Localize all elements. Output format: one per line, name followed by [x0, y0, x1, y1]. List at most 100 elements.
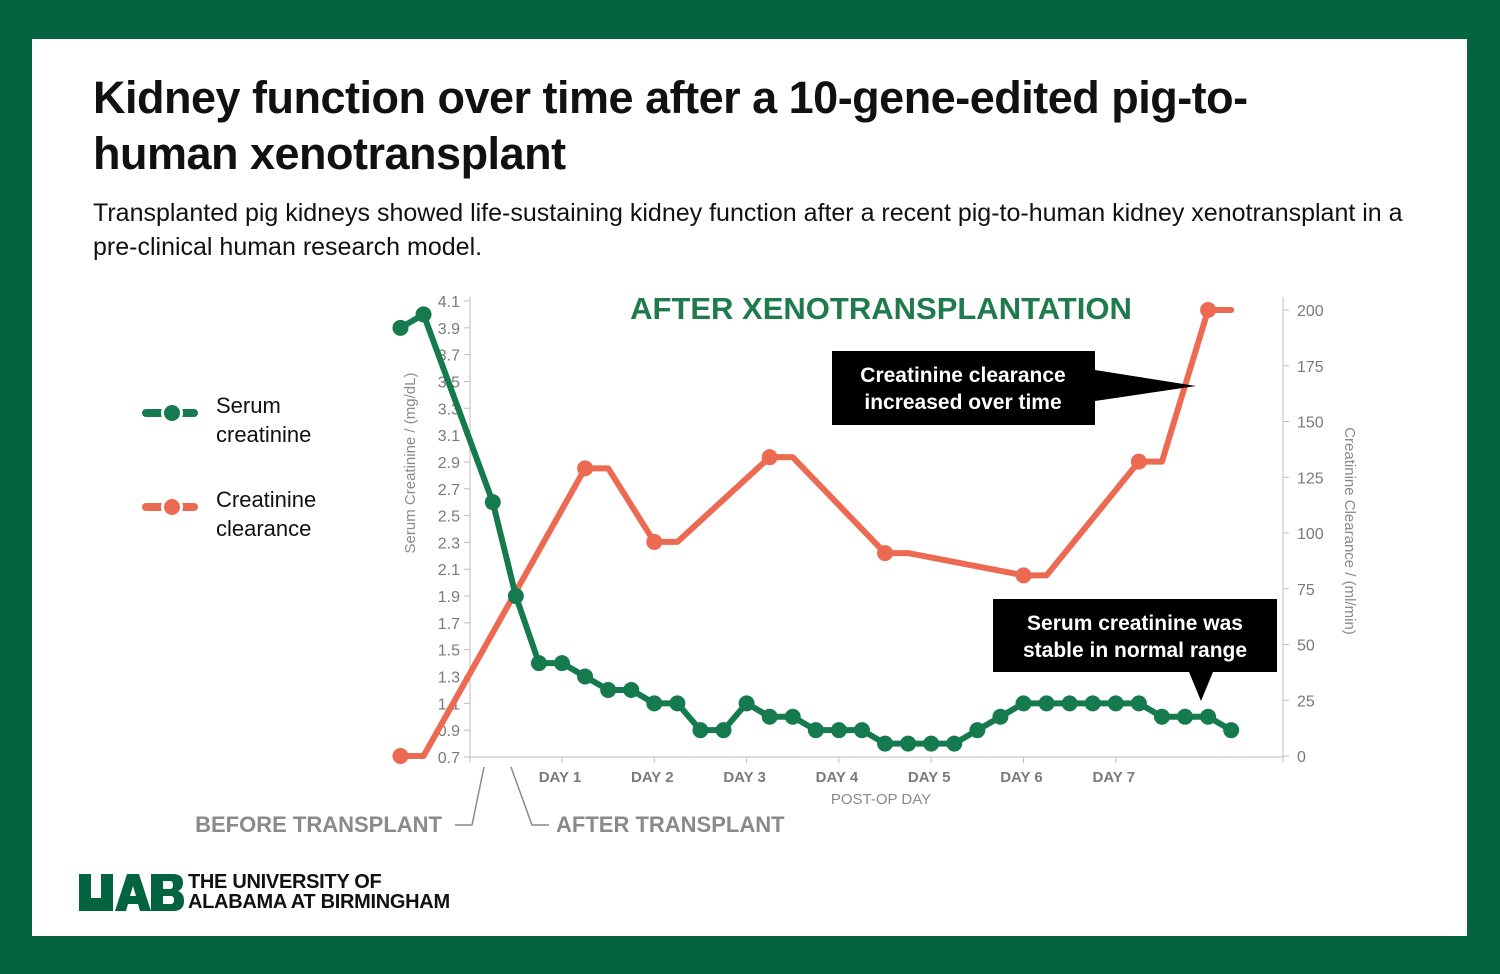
y-tick-label: 0.7 [438, 750, 460, 767]
y2-axis-label: Creatinine Clearance / (ml/min) [1341, 427, 1358, 635]
x-tick-label: DAY 7 [1093, 769, 1136, 786]
before-transplant-label: BEFORE TRANSPLANT [195, 812, 442, 837]
y-tick-label: 2.9 [438, 455, 460, 472]
serum-point [600, 681, 617, 698]
serum-point [1061, 695, 1078, 712]
y-tick-label: 1.5 [438, 643, 460, 660]
axes-layer: 4.13.93.73.53.33.12.92.72.52.32.11.91.71… [438, 294, 1324, 786]
serum-point [1223, 722, 1240, 739]
serum-point [1200, 708, 1217, 725]
clearance-point [761, 449, 778, 466]
clearance-point [1015, 567, 1032, 584]
clearance-point [1130, 453, 1147, 470]
x-tick-label: DAY 3 [723, 769, 766, 786]
serum-point [554, 655, 570, 672]
page-title: Kidney function over time after a 10-gen… [93, 72, 1248, 179]
serum-callout-box [993, 599, 1277, 701]
serum-point [1084, 695, 1101, 712]
x-tick-label: DAY 2 [631, 769, 674, 786]
x-tick-label: DAY 1 [539, 769, 582, 786]
legend-label-serum: Serum creatinine [216, 393, 312, 447]
serum-callout-line2: stable in normal range [1023, 639, 1247, 662]
uab-logo [79, 874, 184, 911]
serum-point [969, 722, 986, 739]
x-tick-label: DAY 5 [908, 769, 951, 786]
clearance-callout-line2: increased over time [864, 391, 1061, 414]
clearance-line [397, 307, 1235, 759]
y2-tick-label: 0 [1297, 749, 1306, 766]
before-transplant-leader [455, 766, 485, 826]
legend-swatch-clearance [142, 496, 198, 518]
serum-point [830, 722, 847, 739]
serum-point [1015, 695, 1032, 712]
institution-line1: THE UNIVERSITY OF [188, 871, 382, 893]
serum-point [415, 306, 432, 323]
serum-point [715, 722, 732, 739]
clearance-point [1200, 302, 1217, 318]
serum-point [738, 695, 755, 712]
y2-tick-label: 200 [1297, 303, 1324, 320]
serum-point [900, 735, 917, 752]
y-tick-label: 2.5 [438, 509, 460, 526]
y-tick-label: 4.1 [438, 294, 460, 311]
legend-swatch-serum [142, 402, 198, 424]
serum-point [946, 735, 963, 752]
serum-point [784, 708, 801, 725]
serum-point [669, 695, 686, 712]
clearance-point [392, 748, 409, 764]
after-transplant-label: AFTER TRANSPLANT [556, 812, 785, 837]
after-transplant-leader [510, 766, 549, 826]
serum-point [1130, 695, 1147, 712]
serum-point [853, 722, 870, 739]
serum-point [577, 668, 594, 685]
serum-point [1038, 695, 1055, 712]
legend-label-clearance: Creatinine clearance [216, 487, 317, 541]
serum-point [1153, 708, 1170, 725]
serum-point [761, 708, 778, 725]
serum-point [623, 681, 640, 698]
y-tick-label: 2.3 [438, 535, 460, 552]
clearance-point [577, 460, 594, 477]
serum-point [530, 655, 547, 672]
y2-tick-label: 25 [1297, 693, 1315, 710]
infographic-card [32, 39, 1467, 936]
serum-point [646, 695, 663, 712]
x-axis-label: POST-OP DAY [831, 791, 931, 808]
y2-tick-label: 175 [1297, 359, 1324, 376]
y-tick-label: 1.7 [438, 616, 460, 633]
serum-point [1177, 708, 1194, 725]
clearance-callout-box [832, 351, 1196, 425]
y-tick-label: 2.7 [438, 482, 460, 499]
y-tick-label: 2.1 [438, 562, 460, 579]
serum-point [807, 722, 824, 739]
y2-tick-label: 50 [1297, 638, 1315, 655]
serum-point [992, 708, 1009, 725]
y-tick-label: 0.9 [438, 723, 460, 740]
institution-name: THE UNIVERSITY OF ALABAMA AT BIRMINGHAM [188, 872, 450, 912]
serum-point [1107, 695, 1124, 712]
y2-tick-label: 150 [1297, 415, 1324, 432]
institution-line2: ALABAMA AT BIRMINGHAM [188, 891, 450, 913]
y-tick-label: 3.1 [438, 428, 460, 445]
y2-tick-label: 75 [1297, 582, 1315, 599]
y-tick-label: 3.9 [438, 321, 460, 338]
x-tick-label: DAY 6 [1000, 769, 1043, 786]
serum-point [392, 319, 409, 336]
y2-tick-label: 100 [1297, 526, 1324, 543]
serum-point [923, 735, 940, 752]
clearance-point [646, 533, 663, 550]
y-tick-label: 1.9 [438, 589, 460, 606]
y-tick-label: 1.3 [438, 670, 460, 687]
serum-point [484, 494, 501, 511]
serum-point [877, 735, 894, 752]
annotation-layer: AFTER XENOTRANSPLANTATION POST-OP DAY Se… [195, 291, 1358, 837]
clearance-point [877, 545, 894, 562]
serum-point [692, 722, 709, 739]
x-tick-label: DAY 4 [816, 769, 859, 786]
serum-callout-line1: Serum creatinine was [1027, 612, 1243, 635]
clearance-callout-line1: Creatinine clearance [860, 364, 1065, 387]
series-layer [392, 302, 1240, 764]
y-axis-label: Serum Creatinine / (mg/dL) [402, 373, 419, 554]
y2-tick-label: 125 [1297, 470, 1324, 487]
